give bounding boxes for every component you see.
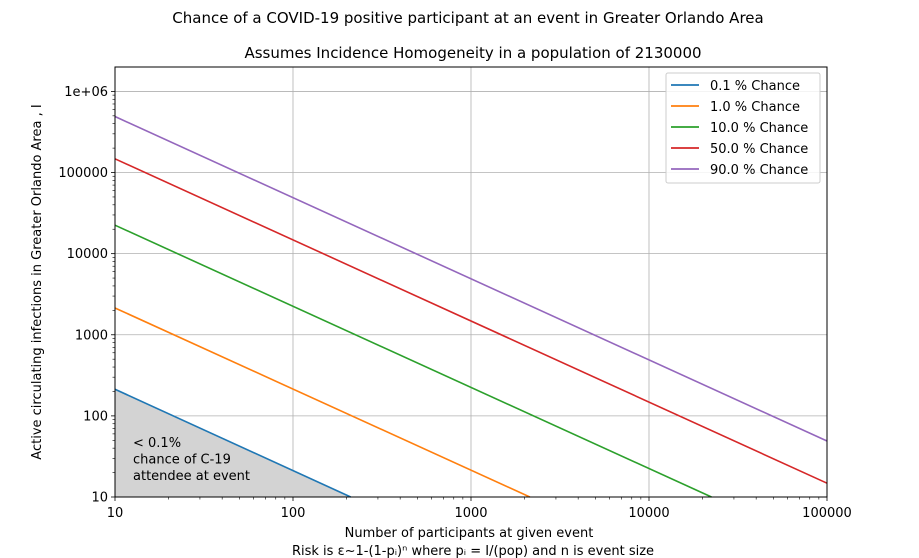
legend-label: 90.0 % Chance <box>710 163 808 178</box>
legend-label: 50.0 % Chance <box>710 142 808 157</box>
ticks: 10 100 1000 10000 100000 10 100 1000 10000 100000… <box>58 85 851 521</box>
y-tick-label: 100000 <box>58 166 108 181</box>
x-axis-note: Risk is ε~1-(1-pᵢ)ⁿ where pᵢ = I/(pop) a… <box>292 544 654 558</box>
y-tick-label: 10000 <box>67 247 108 262</box>
series-line <box>114 388 352 498</box>
series-line <box>114 115 828 442</box>
y-tick-label: 1e+06 <box>64 85 108 100</box>
series-lines <box>114 115 828 498</box>
legend-box <box>665 72 821 184</box>
x-axis-label: Number of participants at given event <box>345 526 594 541</box>
series-line <box>114 224 712 498</box>
x-tick-label: 100 <box>281 506 306 521</box>
shaded-region-label-line: chance of C-19 <box>133 453 231 468</box>
legend-label: 1.0 % Chance <box>710 100 800 115</box>
legend-label: 0.1 % Chance <box>710 79 800 94</box>
y-tick-label: 1000 <box>75 328 108 343</box>
chart-subtitle: Assumes Incidence Homogeneity in a popul… <box>244 44 701 62</box>
shaded-region-label-line: attendee at event <box>133 469 250 484</box>
legend-label: 10.0 % Chance <box>710 121 808 136</box>
x-tick-label: 10 <box>107 506 124 521</box>
x-tick-label: 10000 <box>628 506 669 521</box>
chart-title: Chance of a COVID-19 positive participan… <box>172 9 763 27</box>
y-tick-label: 10 <box>91 491 108 506</box>
series-line <box>114 158 828 484</box>
y-axis-label: Active circulating infections in Greater… <box>30 104 45 459</box>
shaded-region-label-line: < 0.1% <box>133 436 181 451</box>
shaded-region-label: < 0.1% chance of C-19 attendee at event <box>133 436 250 484</box>
x-tick-label: 100000 <box>802 506 852 521</box>
x-tick-label: 1000 <box>454 506 487 521</box>
series-line <box>114 307 531 498</box>
y-tick-label: 100 <box>83 409 108 424</box>
legend: 0.1 % Chance 1.0 % Chance 10.0 % Chance 50.… <box>665 72 821 184</box>
